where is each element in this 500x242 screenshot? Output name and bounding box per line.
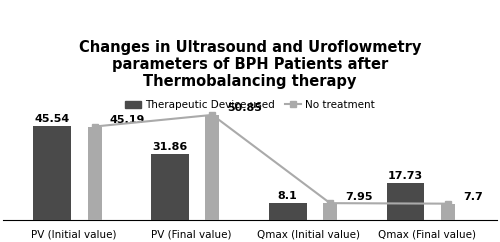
Text: 45.19: 45.19	[110, 115, 146, 125]
Bar	[323, 203, 337, 219]
Bar	[386, 183, 424, 219]
Text: 17.73: 17.73	[388, 171, 423, 182]
Text: 45.54: 45.54	[34, 114, 70, 124]
Bar	[151, 154, 189, 219]
Text: 50.85: 50.85	[228, 103, 262, 113]
Text: 7.95: 7.95	[346, 191, 373, 202]
Title: Changes in Ultrasound and Uroflowmetry
parameters of BPH Patients after
Thermoba: Changes in Ultrasound and Uroflowmetry p…	[79, 40, 421, 89]
Bar	[206, 115, 220, 219]
Text: 31.86: 31.86	[152, 142, 188, 152]
Bar	[88, 127, 102, 219]
Bar	[269, 203, 306, 219]
Text: 8.1: 8.1	[278, 191, 297, 201]
Legend: Therapeutic Device used, No treatment: Therapeutic Device used, No treatment	[121, 96, 379, 114]
Bar	[34, 126, 71, 219]
Text: 7.7: 7.7	[463, 192, 483, 202]
Bar	[440, 204, 455, 219]
